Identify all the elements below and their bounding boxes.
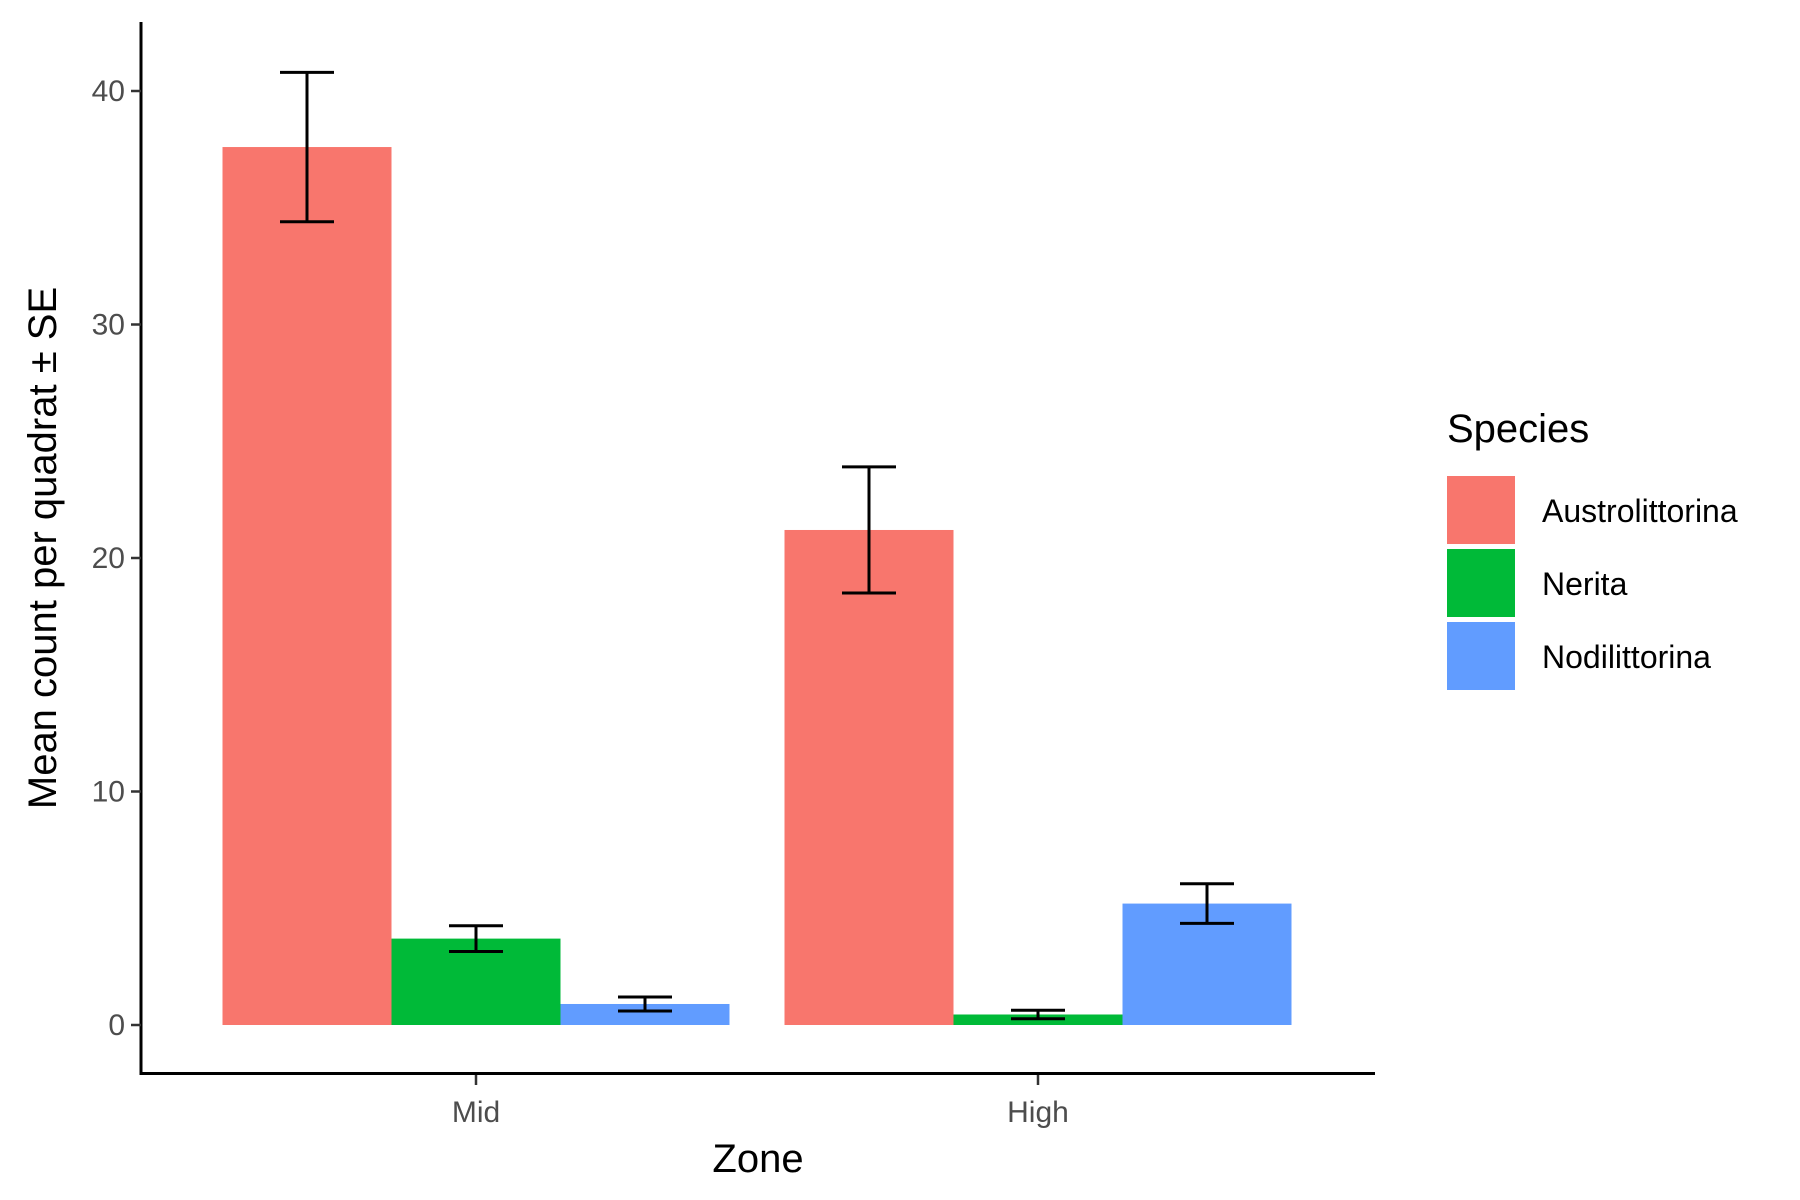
y-tick-label: 30 (92, 309, 125, 342)
y-tick-label: 20 (92, 542, 125, 575)
x-ticks: Mid High (452, 1075, 1069, 1129)
error-bar-nerita-mid (449, 924, 503, 953)
error-bar-austrolittorina-high (842, 465, 896, 595)
bar-nerita-mid (391, 938, 561, 1025)
legend-label: Nerita (1542, 566, 1628, 602)
legend-title: Species (1447, 407, 1589, 451)
legend-swatch (1447, 622, 1515, 690)
legend-label: Austrolittorina (1542, 493, 1738, 529)
legend-items: Austrolittorina Nerita Nodilittorina (1447, 476, 1738, 690)
y-tick-label: 40 (92, 75, 125, 108)
error-bar-nerita-high (1011, 1008, 1065, 1021)
legend-label: Nodilittorina (1542, 639, 1711, 675)
bars-layer (222, 147, 1292, 1026)
legend-item-austrolittorina: Austrolittorina (1447, 476, 1738, 544)
y-tick-label: 10 (92, 776, 125, 809)
legend-item-nodilittorina: Nodilittorina (1447, 622, 1711, 690)
x-axis-title: Zone (712, 1137, 803, 1181)
legend-swatch (1447, 549, 1515, 617)
bar-austrolittorina-mid (222, 147, 392, 1026)
error-bars-layer (280, 70, 1234, 1021)
x-tick-label: Mid (452, 1096, 500, 1129)
bar-nodilittorina-mid (560, 1003, 730, 1025)
x-tick-label: High (1007, 1096, 1069, 1129)
error-bar-nodilittorina-high (1180, 882, 1234, 925)
legend-item-nerita: Nerita (1447, 549, 1628, 617)
y-tick-label: 0 (108, 1009, 125, 1042)
bar-austrolittorina-high (784, 529, 954, 1025)
legend-swatch (1447, 476, 1515, 544)
error-bar-austrolittorina-mid (280, 70, 334, 224)
error-bar-nodilittorina-mid (618, 995, 672, 1013)
y-ticks: 0 10 20 30 40 (92, 75, 141, 1042)
legend: Species Austrolittorina Nerita Nodilittori… (1447, 407, 1738, 690)
y-axis-title: Mean count per quadrat ± SE (21, 287, 65, 809)
